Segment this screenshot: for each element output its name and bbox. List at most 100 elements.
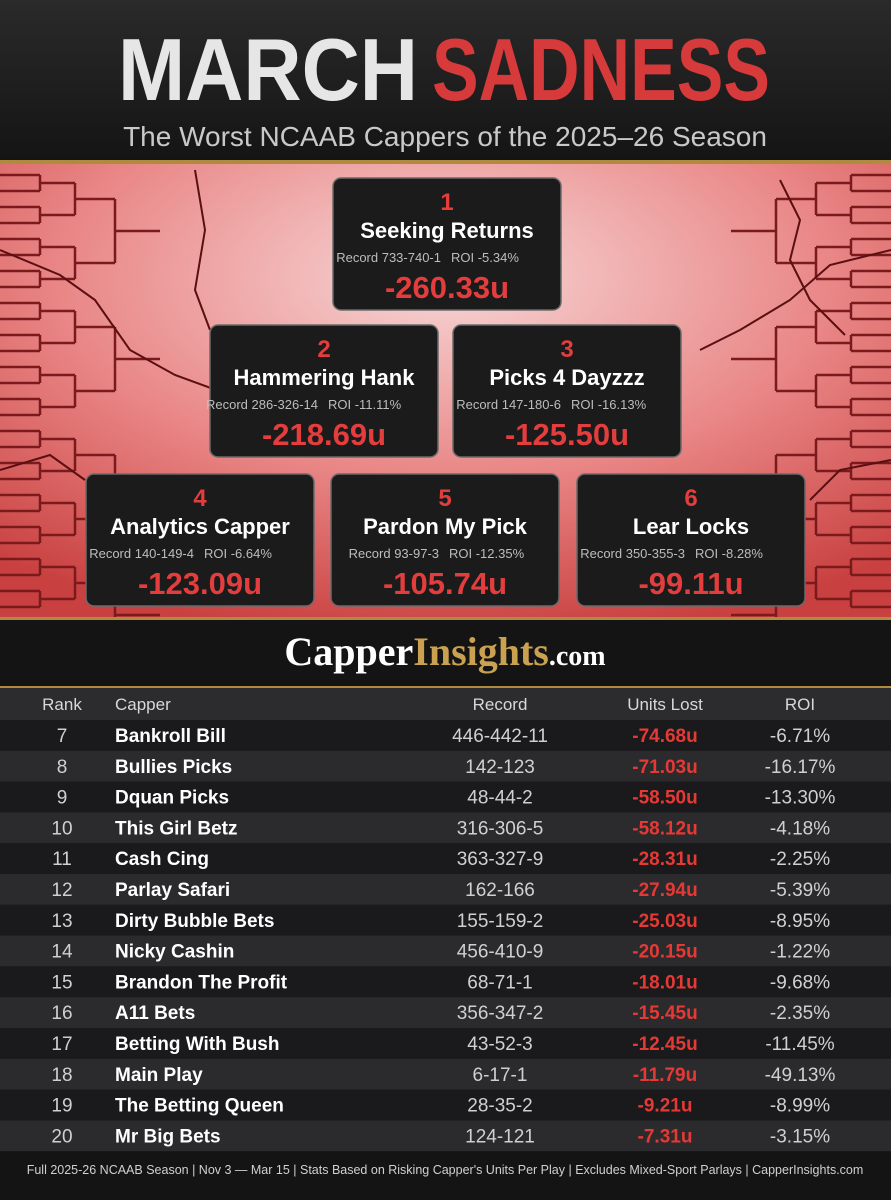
card-rank: 6 [684,485,697,512]
table-row-bg [0,843,891,874]
table-cell: -1.22% [770,942,830,963]
footer-bg [0,1152,891,1200]
table-cell: The Betting Queen [115,1096,284,1117]
table-row-bg [0,966,891,998]
card-roi: ROI -12.35% [449,546,525,561]
table-cell: -13.30% [765,788,836,809]
table-cell: -12.45u [632,1034,697,1055]
footer: Full 2025-26 NCAAB Season | Nov 3 — Mar … [27,1163,864,1177]
table-cell: Bullies Picks [115,757,232,778]
header-bg [0,0,891,162]
crack [0,249,231,396]
table-cell: -58.50u [632,788,697,809]
table-cell: -5.39% [770,880,830,901]
table-cell: 446-442-11 [452,726,548,747]
card-units: -218.69u [262,417,386,452]
table-row-bg [0,904,891,936]
table-cell: Dquan Picks [115,788,229,809]
card-name: Hammering Hank [234,365,416,390]
table-cell: Bankroll Bill [115,726,226,747]
table-cell: -20.15u [632,942,697,963]
table-cell: 142-123 [465,757,535,778]
table-cell: -11.45% [765,1034,834,1055]
table-cell: -4.18% [770,818,830,839]
card-bg [209,324,439,458]
table-cell: -18.01u [632,972,697,993]
card-bg [332,177,562,311]
card-name: Picks 4 Dayzzz [489,365,644,390]
table-cell: Nicky Cashin [115,942,234,963]
table-cell: -8.99% [770,1096,830,1117]
table-header: Record [473,695,528,714]
table-cell: Dirty Bubble Bets [115,911,274,932]
brand-part: Insights [413,629,549,674]
crack [809,459,891,501]
table-cell: Main Play [115,1065,203,1086]
table-cell: 356-347-2 [457,1003,544,1024]
table-row-bg [0,935,891,967]
card-record: Record 286-326-14 [206,397,318,412]
card-units: -105.74u [383,566,507,601]
table-cell: -25.03u [632,911,697,932]
table-cell: 456-410-9 [457,942,544,963]
table-cell: -71.03u [632,757,697,778]
card-record: Record 93-97-3 [349,546,439,561]
card-rank: 1 [440,189,453,216]
card-name: Seeking Returns [360,218,534,243]
table-cell: 10 [51,818,72,839]
table-cell: 162-166 [465,880,535,901]
table-cell: 20 [51,1126,72,1147]
title-part: MARCH [118,20,418,119]
card-roi: ROI -6.64% [204,546,272,561]
table-cell: Cash Cing [115,849,209,870]
card-record: Record 140-149-4 [89,546,194,561]
table-cell: 19 [51,1096,72,1117]
card-units: -125.50u [505,417,629,452]
table-cell: 68-71-1 [467,972,533,993]
brand-part: .com [549,641,606,672]
table-row-bg [0,812,891,844]
table-row-bg [0,1028,891,1059]
table-cell: 43-52-3 [467,1034,533,1055]
card-record: Record 350-355-3 [580,546,685,561]
table-header: ROI [785,695,815,714]
table-cell: 48-44-2 [467,788,533,809]
card-roi: ROI -11.11% [328,397,402,412]
table-cell: 316-306-5 [457,818,544,839]
table-cell: A11 Bets [115,1003,195,1024]
table-cell: -9.68% [770,972,830,993]
table-cell: -8.95% [770,911,830,932]
table-cell: 363-327-9 [457,849,544,870]
table-row-bg [0,750,891,782]
table-cell: 6-17-1 [473,1065,528,1086]
card-rank: 3 [560,336,573,363]
card-bg [85,473,315,607]
card-bg [576,473,806,607]
card-bg [452,324,682,458]
table-header: Units Lost [627,695,703,714]
table-cell: 28-35-2 [467,1096,533,1117]
table-cell: -3.15% [770,1126,830,1147]
table-cell: 16 [51,1003,72,1024]
table-row-bg [0,720,891,751]
card-bg [330,473,560,607]
card-units: -123.09u [138,566,262,601]
table-cell: -9.21u [638,1096,693,1117]
bracket-lines [0,173,891,647]
title-part: SADNESS [432,20,770,119]
table-row-bg [0,1058,891,1090]
card-roi: ROI -5.34% [451,250,519,265]
table-cell: -2.25% [770,849,830,870]
table-cell: Brandon The Profit [115,972,288,993]
card-rank: 4 [193,485,207,512]
table-cell: 13 [51,911,72,932]
table-cell: 7 [57,726,68,747]
table-cell: 124-121 [465,1126,535,1147]
table-cell: 15 [51,972,72,993]
